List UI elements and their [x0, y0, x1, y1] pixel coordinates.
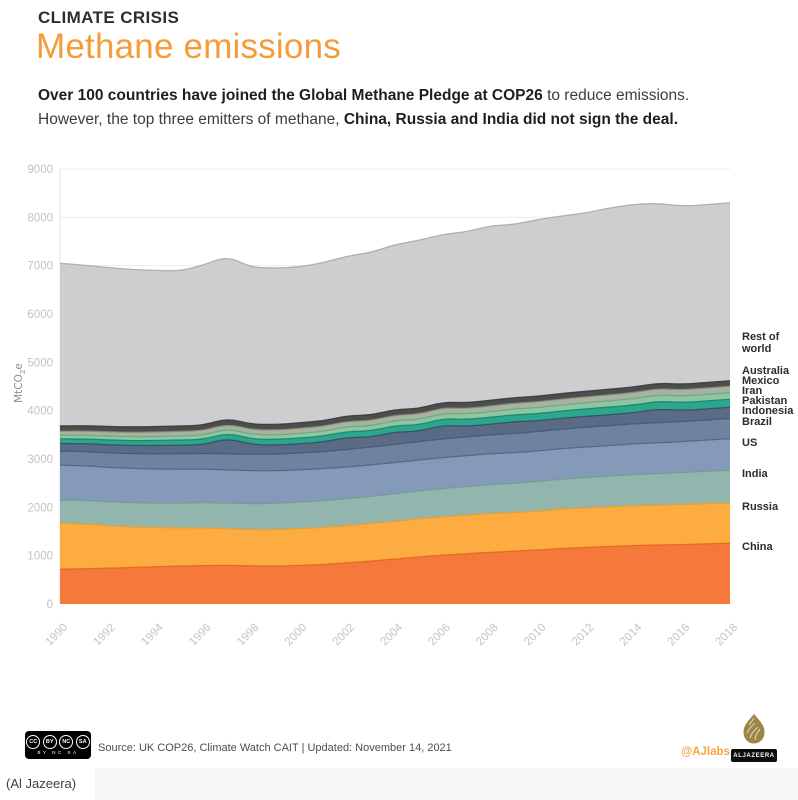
methane-stacked-area-chart: 0 1000 2000 3000 4000 5000 6000 7000 8000 9000 199… — [27, 164, 741, 649]
y-tick-1000: 1000 — [27, 551, 53, 563]
image-credit-caption: (Al Jazeera) — [6, 776, 77, 791]
x-tick-2000: 2000 — [283, 622, 310, 649]
y-tick-6000: 6000 — [27, 309, 53, 321]
methane-chart: MtCO2e 0 1000 2000 3000 4000 5000 6000 7000 8000… — [0, 150, 798, 660]
y-tick-7000: 7000 — [27, 261, 53, 273]
series-label-iran: Iran — [742, 385, 763, 398]
series-label-russia: Russia — [742, 500, 779, 513]
aljazeera-flame-icon — [743, 714, 765, 744]
x-tick-1994: 1994 — [139, 621, 166, 648]
cc-icon: CC — [26, 735, 41, 749]
caption-background-strip — [95, 768, 798, 800]
x-tick-2014: 2014 — [618, 621, 645, 648]
attribution-icon: BY — [42, 735, 57, 749]
x-tick-2016: 2016 — [666, 622, 693, 649]
area-indonesia — [60, 407, 730, 455]
area-india — [60, 470, 730, 530]
x-tick-2004: 2004 — [379, 621, 406, 648]
cc-license-badge: CC BY NC SA BY NC SA — [25, 731, 91, 759]
x-tick-1996: 1996 — [187, 622, 214, 649]
x-tick-2012: 2012 — [570, 622, 597, 649]
series-label-brazil: Brazil — [742, 416, 772, 429]
cc-license-caption: BY NC SA — [37, 750, 79, 755]
source-text: Source: UK COP26, Climate Watch CAIT | U… — [98, 742, 452, 754]
y-tick-8000: 8000 — [27, 212, 53, 224]
x-tick-2018: 2018 — [714, 622, 741, 649]
y-tick-0: 0 — [47, 599, 53, 611]
series-label-indonesia: Indonesia — [742, 405, 794, 418]
series-label-pakistan: Pakistan — [742, 395, 788, 408]
x-tick-1998: 1998 — [235, 622, 262, 649]
area-iran — [60, 392, 730, 441]
y-tick-2000: 2000 — [27, 502, 53, 514]
area-china — [60, 543, 730, 604]
y-tick-5000: 5000 — [27, 357, 53, 369]
y-tick-4000: 4000 — [27, 406, 53, 418]
non-commercial-icon: NC — [59, 735, 74, 749]
share-alike-icon: SA — [75, 735, 90, 749]
ajlabs-credit: @AJlabs — [681, 746, 730, 758]
series-label-china: China — [742, 541, 773, 554]
aljazeera-logo: ALJAZEERA — [731, 713, 777, 762]
series-label-australia: Australia — [742, 365, 790, 378]
intro-line-2: However, the top three emitters of metha… — [38, 111, 679, 129]
x-tick-1990: 1990 — [44, 622, 71, 649]
x-tick-2008: 2008 — [474, 622, 501, 649]
y-tick-9000: 9000 — [27, 164, 53, 176]
series-label-india: India — [742, 468, 768, 481]
area-mexico — [60, 386, 730, 437]
x-tick-2006: 2006 — [426, 622, 453, 649]
cc-license-icons: CC BY NC SA — [26, 735, 90, 749]
series-label-rest-of-world: Rest of world — [742, 330, 780, 356]
x-tick-1992: 1992 — [91, 622, 118, 649]
x-tick-2002: 2002 — [331, 622, 358, 649]
intro-text: Over 100 countries have joined the Globa… — [38, 84, 786, 132]
aljazeera-wordmark: ALJAZEERA — [731, 749, 777, 762]
series-label-us: US — [742, 436, 758, 449]
intro-line-1: Over 100 countries have joined the Globa… — [38, 87, 690, 104]
section-kicker: CLIMATE CRISIS — [38, 8, 180, 27]
area-us — [60, 438, 730, 504]
x-tick-2010: 2010 — [522, 622, 549, 649]
series-label-mexico: Mexico — [742, 375, 780, 388]
y-tick-3000: 3000 — [27, 454, 53, 466]
infographic-title: Methane emissions — [36, 27, 341, 66]
area-russia — [60, 503, 730, 570]
